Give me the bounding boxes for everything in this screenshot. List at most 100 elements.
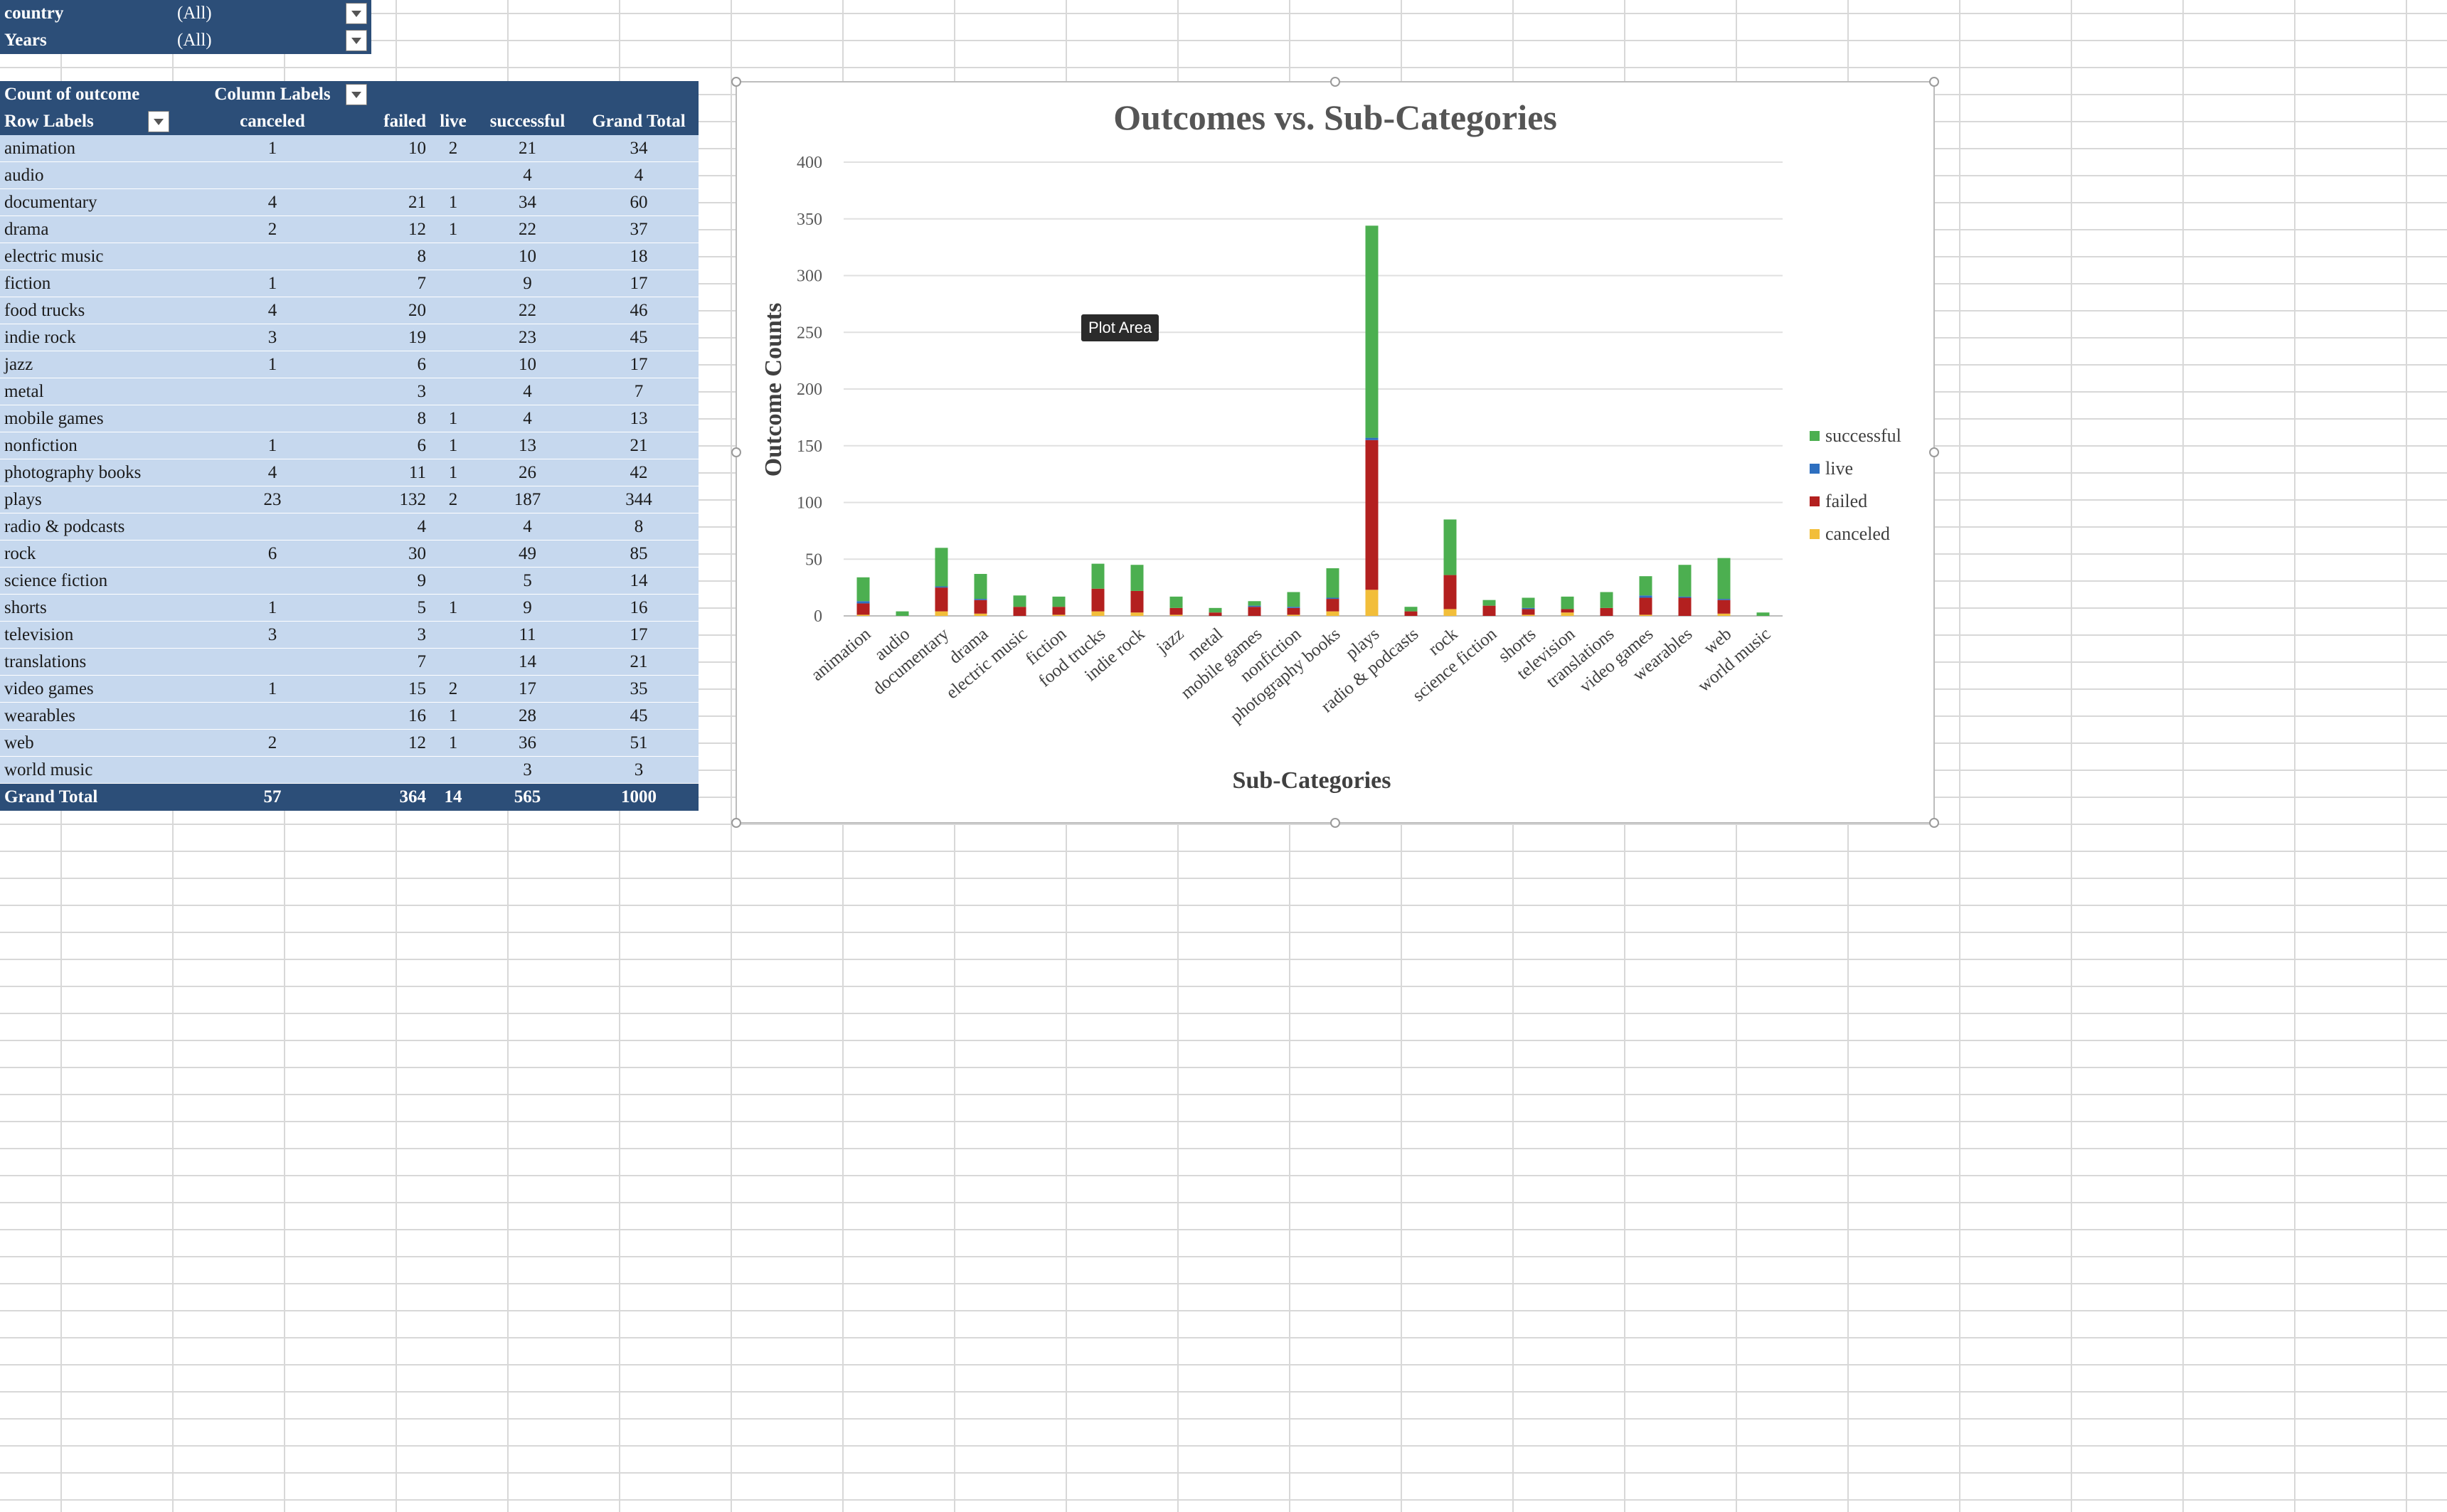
pivot-cell-canceled[interactable]: 2 xyxy=(173,216,372,243)
pivot-cell-live[interactable] xyxy=(430,297,476,324)
pivot-cell-successful[interactable]: 4 xyxy=(476,378,579,405)
resize-handle-top[interactable] xyxy=(1330,77,1340,87)
pivot-cell-label[interactable]: electric music xyxy=(0,243,173,270)
pivot-cell-canceled[interactable]: 23 xyxy=(173,486,372,513)
pivot-cell-live[interactable] xyxy=(430,622,476,649)
legend-item-successful[interactable]: successful xyxy=(1810,420,1901,452)
pivot-cell-live[interactable]: 2 xyxy=(430,676,476,703)
pivot-cell-canceled[interactable]: 3 xyxy=(173,324,372,351)
resize-handle-left[interactable] xyxy=(731,447,741,457)
pivot-cell-total[interactable]: 16 xyxy=(579,595,699,622)
column-labels-dropdown-icon[interactable] xyxy=(346,84,367,105)
pivot-cell-total[interactable]: 3 xyxy=(579,757,699,784)
pivot-cell-label[interactable]: audio xyxy=(0,162,173,189)
pivot-cell-failed[interactable]: 20 xyxy=(372,297,430,324)
pivot-cell-failed[interactable]: 19 xyxy=(372,324,430,351)
pivot-cell-successful[interactable]: 22 xyxy=(476,216,579,243)
pivot-cell-total[interactable]: 7 xyxy=(579,378,699,405)
pivot-cell-canceled[interactable]: 6 xyxy=(173,541,372,568)
pivot-cell-successful[interactable]: 36 xyxy=(476,730,579,757)
pivot-cell-label[interactable]: animation xyxy=(0,135,173,162)
pivot-cell-live[interactable]: 2 xyxy=(430,486,476,513)
pivot-cell-label[interactable]: radio & podcasts xyxy=(0,513,173,541)
pivot-cell-successful[interactable]: 10 xyxy=(476,243,579,270)
pivot-cell-failed[interactable]: 5 xyxy=(372,595,430,622)
pivot-cell-canceled[interactable] xyxy=(173,703,372,730)
pivot-cell-total[interactable]: 45 xyxy=(579,703,699,730)
pivot-cell-successful[interactable]: 26 xyxy=(476,459,579,486)
pivot-cell-canceled[interactable]: 2 xyxy=(173,730,372,757)
pivot-cell-total[interactable]: 8 xyxy=(579,513,699,541)
pivot-cell-failed[interactable]: 6 xyxy=(372,351,430,378)
pivot-cell-canceled[interactable]: 1 xyxy=(173,595,372,622)
pivot-cell-label[interactable]: wearables xyxy=(0,703,173,730)
pivot-cell-failed[interactable]: 4 xyxy=(372,513,430,541)
pivot-cell-canceled[interactable] xyxy=(173,378,372,405)
pivot-cell-live[interactable] xyxy=(430,541,476,568)
resize-handle-bottom-left[interactable] xyxy=(731,818,741,828)
legend-item-live[interactable]: live xyxy=(1810,452,1901,485)
pivot-cell-failed[interactable]: 11 xyxy=(372,459,430,486)
pivot-cell-successful[interactable]: 11 xyxy=(476,622,579,649)
pivot-cell-canceled[interactable]: 1 xyxy=(173,270,372,297)
pivot-cell-label[interactable]: science fiction xyxy=(0,568,173,595)
pivot-cell-failed[interactable]: 10 xyxy=(372,135,430,162)
pivot-cell-label[interactable]: video games xyxy=(0,676,173,703)
pivot-cell-successful[interactable]: 10 xyxy=(476,351,579,378)
pivot-cell-live[interactable] xyxy=(430,513,476,541)
pivot-cell-failed[interactable]: 30 xyxy=(372,541,430,568)
pivot-cell-canceled[interactable]: 4 xyxy=(173,297,372,324)
pivot-cell-total[interactable]: 34 xyxy=(579,135,699,162)
pivot-cell-failed[interactable]: 7 xyxy=(372,270,430,297)
pivot-cell-canceled[interactable] xyxy=(173,568,372,595)
pivot-cell-canceled[interactable]: 4 xyxy=(173,189,372,216)
pivot-cell-canceled[interactable] xyxy=(173,243,372,270)
pivot-cell-total[interactable]: 344 xyxy=(579,486,699,513)
pivot-cell-successful[interactable]: 3 xyxy=(476,757,579,784)
pivot-cell-canceled[interactable] xyxy=(173,513,372,541)
pivot-cell-failed[interactable]: 3 xyxy=(372,622,430,649)
pivot-cell-canceled[interactable]: 3 xyxy=(173,622,372,649)
pivot-cell-failed[interactable]: 3 xyxy=(372,378,430,405)
legend-item-canceled[interactable]: canceled xyxy=(1810,518,1901,550)
pivot-cell-total[interactable]: 85 xyxy=(579,541,699,568)
pivot-cell-successful[interactable]: 23 xyxy=(476,324,579,351)
pivot-cell-canceled[interactable]: 1 xyxy=(173,432,372,459)
pivot-cell-live[interactable] xyxy=(430,162,476,189)
pivot-cell-failed[interactable]: 6 xyxy=(372,432,430,459)
pivot-cell-failed[interactable]: 9 xyxy=(372,568,430,595)
resize-handle-bottom-right[interactable] xyxy=(1929,818,1939,828)
pivot-cell-successful[interactable]: 9 xyxy=(476,270,579,297)
pivot-cell-total[interactable]: 4 xyxy=(579,162,699,189)
pivot-cell-live[interactable] xyxy=(430,324,476,351)
pivot-cell-total[interactable]: 17 xyxy=(579,270,699,297)
resize-handle-top-right[interactable] xyxy=(1929,77,1939,87)
pivot-cell-label[interactable]: world music xyxy=(0,757,173,784)
pivot-cell-label[interactable]: plays xyxy=(0,486,173,513)
pivot-cell-total[interactable]: 13 xyxy=(579,405,699,432)
resize-handle-bottom[interactable] xyxy=(1330,818,1340,828)
chart-legend[interactable]: successful live failed canceled xyxy=(1810,420,1901,550)
row-labels-dropdown-icon[interactable] xyxy=(148,111,169,132)
pivot-cell-successful[interactable]: 4 xyxy=(476,162,579,189)
pivot-cell-failed[interactable]: 8 xyxy=(372,405,430,432)
pivot-cell-label[interactable]: documentary xyxy=(0,189,173,216)
pivot-cell-label[interactable]: drama xyxy=(0,216,173,243)
pivot-cell-label[interactable]: web xyxy=(0,730,173,757)
pivot-cell-successful[interactable]: 187 xyxy=(476,486,579,513)
pivot-cell-successful[interactable]: 21 xyxy=(476,135,579,162)
pivot-cell-failed[interactable]: 15 xyxy=(372,676,430,703)
pivot-cell-successful[interactable]: 17 xyxy=(476,676,579,703)
pivot-cell-live[interactable] xyxy=(430,351,476,378)
pivot-cell-total[interactable]: 37 xyxy=(579,216,699,243)
pivot-cell-total[interactable]: 17 xyxy=(579,351,699,378)
pivot-cell-live[interactable]: 1 xyxy=(430,216,476,243)
pivot-cell-failed[interactable]: 12 xyxy=(372,216,430,243)
pivot-cell-total[interactable]: 17 xyxy=(579,622,699,649)
pivot-cell-canceled[interactable]: 1 xyxy=(173,135,372,162)
pivot-cell-label[interactable]: nonfiction xyxy=(0,432,173,459)
pivot-cell-total[interactable]: 51 xyxy=(579,730,699,757)
pivot-cell-successful[interactable]: 9 xyxy=(476,595,579,622)
pivot-cell-failed[interactable] xyxy=(372,757,430,784)
pivot-cell-live[interactable] xyxy=(430,243,476,270)
